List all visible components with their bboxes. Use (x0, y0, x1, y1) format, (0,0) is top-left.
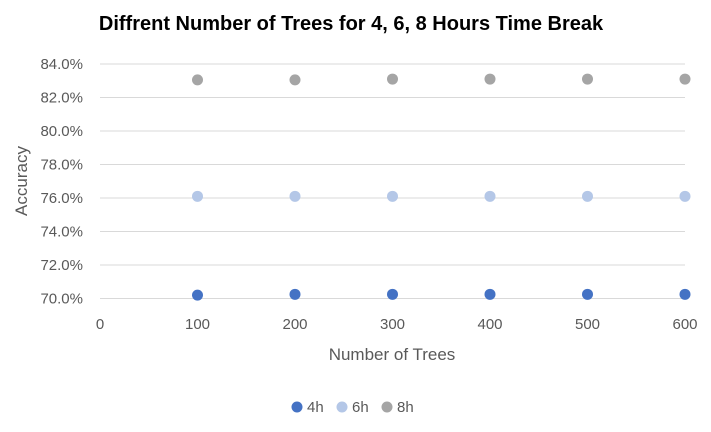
y-tick-label: 78.0% (40, 157, 83, 174)
x-tick-label: 100 (185, 316, 210, 333)
data-point-4h (582, 288, 593, 300)
data-point-4h (192, 289, 203, 301)
data-point-4h (484, 288, 496, 300)
legend-marker-8h (381, 401, 393, 413)
data-point-6h (387, 190, 398, 202)
data-point-6h (484, 190, 496, 202)
data-point-6h (582, 190, 593, 202)
legend-label-6h: 6h (352, 399, 369, 416)
legend-marker-4h (291, 401, 303, 413)
x-tick-label: 0 (96, 316, 104, 333)
legend-label-8h: 8h (397, 399, 414, 416)
data-points (192, 73, 691, 301)
x-tick-label: 400 (477, 316, 502, 333)
data-point-6h (679, 190, 691, 202)
legend: 4h 6h 8h (291, 399, 414, 416)
data-point-8h (582, 73, 593, 85)
data-point-8h (289, 74, 301, 86)
x-axis-title: Number of Trees (329, 345, 456, 364)
y-axis-tick-labels: 70.0% 72.0% 74.0% 76.0% 78.0% 80.0% 82.0% 84.0% (40, 56, 83, 308)
x-tick-label: 500 (575, 316, 600, 333)
legend-marker-6h (336, 401, 348, 413)
y-tick-label: 82.0% (40, 90, 83, 107)
x-tick-label: 600 (672, 316, 697, 333)
y-tick-label: 70.0% (40, 291, 83, 308)
data-point-8h (387, 73, 398, 85)
y-tick-label: 80.0% (40, 123, 83, 140)
y-axis-title: Accuracy (12, 146, 31, 216)
y-tick-label: 84.0% (40, 56, 83, 73)
x-axis-tick-labels: 0 100 200 300 400 500 600 (96, 316, 698, 333)
gridlines (100, 63, 685, 299)
data-point-4h (679, 288, 691, 300)
data-point-6h (289, 190, 301, 202)
y-tick-label: 72.0% (40, 257, 83, 274)
data-point-8h (484, 73, 496, 85)
y-tick-label: 74.0% (40, 224, 83, 241)
x-tick-label: 300 (380, 316, 405, 333)
data-point-8h (192, 74, 203, 86)
data-point-6h (192, 190, 203, 202)
data-point-8h (679, 73, 691, 85)
data-point-4h (387, 288, 398, 300)
x-tick-label: 200 (282, 316, 307, 333)
legend-label-4h: 4h (307, 399, 324, 416)
y-tick-label: 76.0% (40, 190, 83, 207)
chart-title: Diffrent Number of Trees for 4, 6, 8 Hou… (99, 13, 604, 35)
data-point-4h (289, 288, 301, 300)
